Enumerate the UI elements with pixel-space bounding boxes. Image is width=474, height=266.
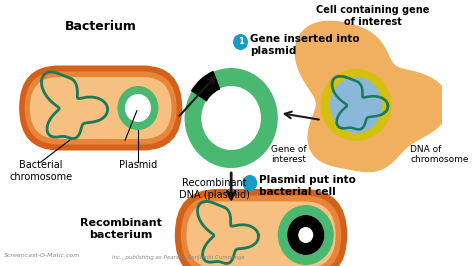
Text: Gene of
interest: Gene of interest <box>271 145 307 164</box>
FancyBboxPatch shape <box>186 201 336 266</box>
Circle shape <box>298 227 313 243</box>
Text: Inc., publishing as Pearson Benjamin Cummings: Inc., publishing as Pearson Benjamin Cum… <box>112 255 245 260</box>
Circle shape <box>202 87 260 149</box>
Circle shape <box>287 215 324 255</box>
Text: DNA of
chromosome: DNA of chromosome <box>410 145 469 164</box>
FancyBboxPatch shape <box>30 77 172 139</box>
Circle shape <box>118 86 158 130</box>
Text: Plasmid: Plasmid <box>119 160 157 170</box>
Text: Recombinant
DNA (plasmid): Recombinant DNA (plasmid) <box>179 178 250 200</box>
Text: Screencast-O-Matic.com: Screencast-O-Matic.com <box>4 253 80 258</box>
Circle shape <box>233 34 248 50</box>
Circle shape <box>242 175 257 191</box>
Polygon shape <box>295 21 450 172</box>
FancyBboxPatch shape <box>19 65 182 151</box>
Wedge shape <box>191 71 231 118</box>
FancyBboxPatch shape <box>175 189 347 266</box>
Circle shape <box>322 69 390 141</box>
Circle shape <box>184 68 278 168</box>
Text: Bacterium: Bacterium <box>65 20 137 33</box>
Circle shape <box>278 205 334 265</box>
Circle shape <box>201 86 261 150</box>
FancyBboxPatch shape <box>181 196 341 266</box>
Text: 1: 1 <box>237 38 244 47</box>
Circle shape <box>125 94 151 122</box>
Text: Recombinant
bacterium: Recombinant bacterium <box>80 218 162 240</box>
Text: Cell containing gene
of interest: Cell containing gene of interest <box>316 5 429 27</box>
Text: Bacterial
chromosome: Bacterial chromosome <box>9 160 73 182</box>
FancyBboxPatch shape <box>25 72 177 144</box>
Text: Plasmid put into
bacterial cell: Plasmid put into bacterial cell <box>259 175 356 197</box>
Ellipse shape <box>322 71 390 139</box>
Text: Gene inserted into
plasmid: Gene inserted into plasmid <box>250 34 359 56</box>
Circle shape <box>287 215 324 255</box>
Circle shape <box>330 77 382 133</box>
